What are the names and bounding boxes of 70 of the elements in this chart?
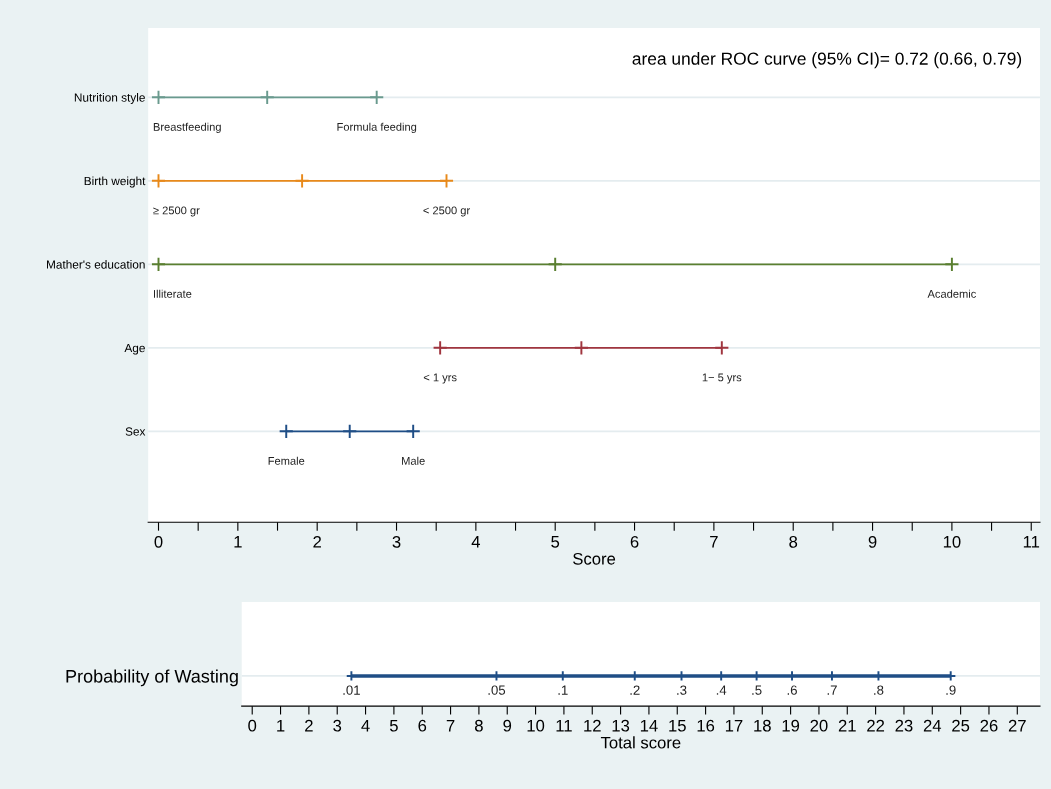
x-tick-label: 25	[952, 719, 970, 732]
annotation: .3	[677, 685, 687, 695]
annotation: < 1 yrs	[423, 373, 457, 384]
x-tick-label: 8	[474, 719, 483, 732]
annotation: Illiterate	[153, 289, 192, 298]
annotation: Female	[268, 456, 305, 465]
x-tick-label: 0	[154, 535, 163, 548]
annotation: .9	[946, 685, 956, 695]
annotation: ≥ 2500 gr	[153, 206, 200, 217]
annotation: 1− 5 yrs	[702, 373, 742, 384]
y-tick-label: Probability of Wasting	[66, 669, 238, 687]
x-tick-label: 26	[980, 719, 998, 732]
annotation: .1	[558, 685, 568, 695]
x-tick-label: 1	[234, 536, 242, 548]
x-tick-label: 20	[810, 719, 828, 732]
x-tick-label: 16	[697, 719, 715, 732]
x-tick-label: 12	[584, 719, 601, 732]
x-tick-label: 13	[612, 719, 630, 732]
annotation: .5	[752, 685, 762, 695]
x-tick-label: 8	[789, 535, 798, 548]
x-tick-label: 15	[669, 719, 686, 732]
x-tick-label: 21	[838, 719, 856, 732]
x-tick-label: 2	[305, 719, 313, 732]
x-axis-title: Total score	[600, 736, 681, 749]
x-tick-label: 10	[943, 535, 961, 548]
x-tick-label: 9	[503, 719, 512, 732]
x-axis-title: Score	[573, 552, 616, 565]
y-tick-label: Mather's education	[47, 260, 145, 269]
x-tick-label: 11	[556, 719, 572, 732]
x-tick-label: 1	[277, 719, 285, 732]
annotation: Male	[402, 456, 425, 465]
annotation: .2	[630, 685, 640, 695]
x-tick-label: 7	[446, 719, 455, 732]
x-tick-label: 0	[248, 719, 257, 732]
x-tick-label: 24	[923, 719, 942, 732]
x-tick-label: 17	[725, 719, 743, 732]
x-tick-label: 10	[527, 719, 545, 732]
x-tick-label: 4	[471, 536, 481, 548]
x-tick-label: 5	[551, 536, 560, 548]
y-tick-label: Age	[124, 343, 145, 355]
x-tick-label: 7	[710, 536, 718, 548]
annotation: Breastfeeding	[153, 122, 221, 134]
y-tick-label: Birth weight	[84, 176, 146, 188]
x-tick-label: 6	[418, 719, 427, 732]
x-tick-label: 22	[867, 719, 885, 732]
annotation: .4	[716, 685, 727, 695]
annotation: .6	[787, 685, 797, 695]
annotation: Formula feeding	[337, 122, 417, 134]
x-tick-label: 19	[782, 719, 800, 732]
annotation: < 2500 gr	[423, 206, 470, 217]
annotation: area under ROC curve (95% CI)= 0.72 (0.66, 0.79)	[632, 52, 1022, 69]
x-tick-label: 2	[313, 535, 321, 548]
x-tick-label: 4	[361, 719, 370, 732]
annotation: Academic	[927, 289, 976, 298]
annotation: .8	[874, 685, 884, 695]
y-tick-label: Nutrition style	[74, 93, 145, 105]
x-tick-label: 6	[630, 535, 639, 548]
y-tick-label: Sex	[125, 427, 146, 436]
x-tick-label: 27	[1008, 719, 1026, 732]
x-tick-label: 3	[392, 535, 401, 548]
annotation: .7	[827, 685, 837, 695]
x-tick-label: 11	[1023, 536, 1040, 548]
x-tick-label: 18	[754, 719, 771, 732]
x-tick-label: 23	[895, 719, 913, 732]
x-tick-label: 14	[640, 719, 658, 732]
x-tick-label: 5	[389, 719, 398, 732]
annotation: .01	[343, 685, 360, 695]
x-tick-label: 3	[333, 719, 342, 732]
annotation: .05	[488, 685, 506, 695]
x-tick-label: 9	[868, 535, 877, 548]
